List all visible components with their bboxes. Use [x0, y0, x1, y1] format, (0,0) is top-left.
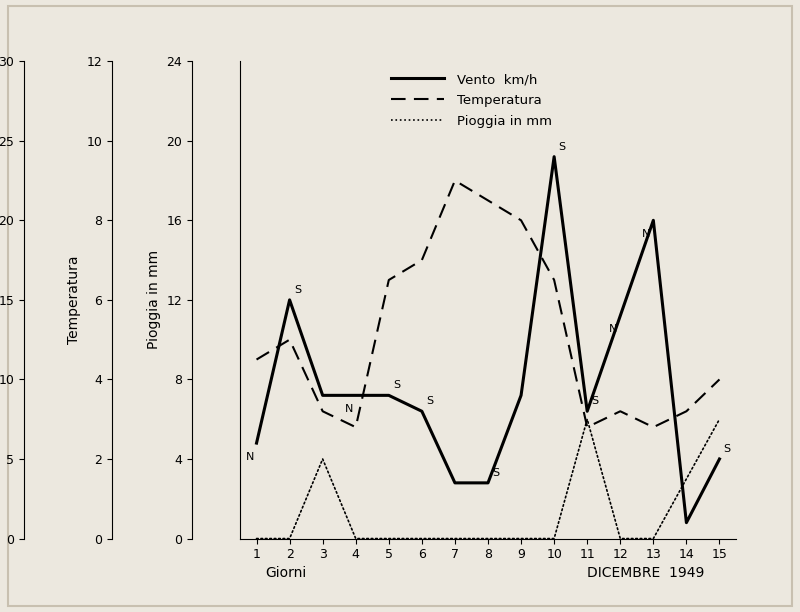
Y-axis label: Temperatura: Temperatura [67, 256, 81, 344]
Text: N: N [609, 324, 618, 335]
Text: N: N [642, 229, 650, 239]
Text: N: N [345, 404, 353, 414]
Text: S: S [426, 397, 433, 406]
Text: S: S [393, 381, 400, 390]
Text: Giorni: Giorni [265, 565, 306, 580]
Text: S: S [492, 468, 499, 478]
Y-axis label: Pioggia in mm: Pioggia in mm [147, 250, 161, 349]
Text: S: S [558, 142, 566, 152]
Text: S: S [724, 444, 730, 454]
Legend: Vento  km/h, Temperatura, Pioggia in mm: Vento km/h, Temperatura, Pioggia in mm [386, 68, 557, 133]
Text: S: S [294, 285, 301, 295]
Text: N: N [246, 452, 254, 462]
Text: S: S [591, 397, 598, 406]
Text: DICEMBRE  1949: DICEMBRE 1949 [587, 565, 705, 580]
